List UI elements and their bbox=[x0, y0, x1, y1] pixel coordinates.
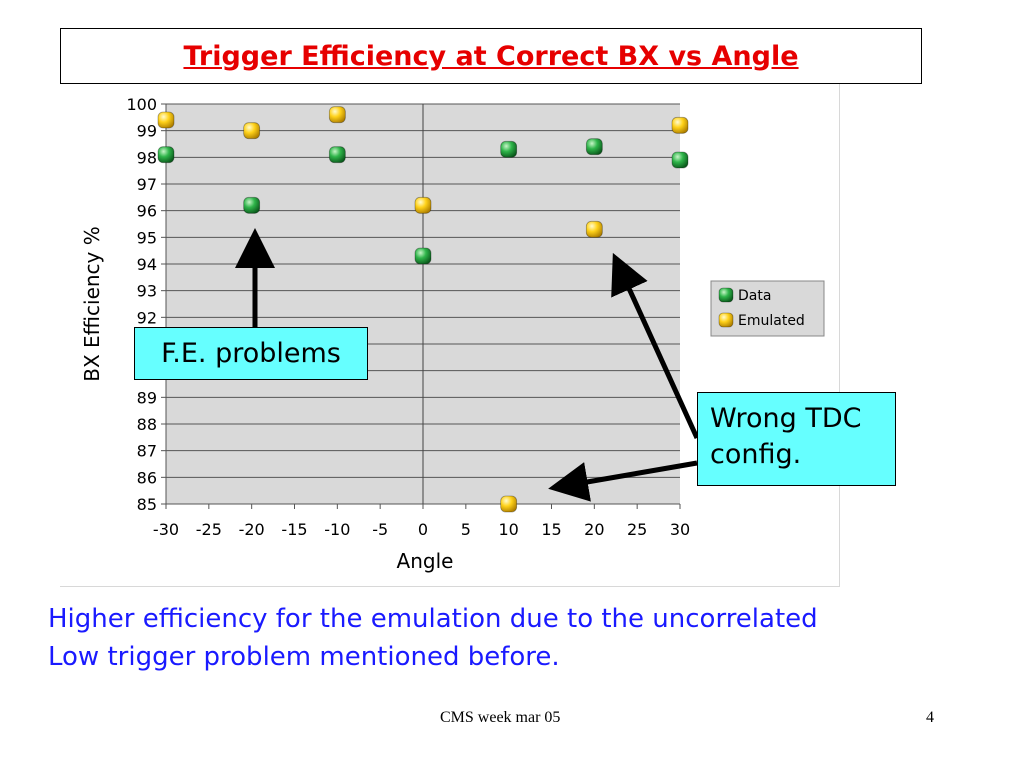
fe-problems-callout: F.E. problems bbox=[134, 327, 368, 380]
x-tick-label: 25 bbox=[627, 520, 647, 539]
x-tick-label: 20 bbox=[584, 520, 604, 539]
footer-label: CMS week mar 05 bbox=[440, 709, 561, 726]
conclusion-text: Higher efficiency for the emulation due … bbox=[48, 600, 1018, 676]
x-tick-label: 15 bbox=[541, 520, 561, 539]
x-tick-label: 5 bbox=[461, 520, 471, 539]
y-axis-label: BX Efficiency % bbox=[80, 226, 104, 381]
data-point bbox=[243, 196, 261, 214]
wrong-tdc-line-1: Wrong TDC bbox=[710, 403, 862, 434]
y-tick-label: 87 bbox=[137, 442, 157, 461]
x-tick-label: 0 bbox=[418, 520, 428, 539]
y-tick-label: 98 bbox=[137, 148, 157, 167]
y-tick-label: 86 bbox=[137, 468, 157, 487]
tdc-arrow-upper bbox=[611, 252, 700, 440]
wrong-tdc-line-2: config. bbox=[710, 439, 802, 470]
annotation-layer bbox=[235, 228, 700, 502]
emulated-point bbox=[243, 122, 261, 140]
emulated-point bbox=[500, 495, 518, 513]
conclusion-line-1: Higher efficiency for the emulation due … bbox=[48, 604, 818, 634]
x-tick-label: -10 bbox=[324, 520, 350, 539]
y-tick-label: 93 bbox=[137, 282, 157, 301]
x-tick-label: -5 bbox=[372, 520, 388, 539]
y-tick-label: 92 bbox=[137, 308, 157, 327]
y-tick-label: 89 bbox=[137, 388, 157, 407]
x-tick-label: -15 bbox=[281, 520, 307, 539]
legend-label-data: Data bbox=[738, 288, 771, 304]
emulated-point bbox=[414, 196, 432, 214]
emulated-point bbox=[328, 106, 346, 124]
wrong-tdc-callout: Wrong TDC config. bbox=[697, 392, 896, 486]
data-point bbox=[328, 146, 346, 164]
x-tick-label: -25 bbox=[196, 520, 222, 539]
emulated-point bbox=[157, 111, 175, 129]
data-point bbox=[157, 146, 175, 164]
x-tick-label: 30 bbox=[670, 520, 690, 539]
data-point bbox=[414, 247, 432, 265]
legend-swatch-data bbox=[718, 287, 734, 303]
plot-layer: 858687888990919293949596979899100-30-25-… bbox=[80, 95, 825, 573]
data-point bbox=[585, 138, 603, 156]
y-tick-label: 95 bbox=[137, 228, 157, 247]
page-number: 4 bbox=[926, 709, 934, 726]
tdc-arrow-lower bbox=[548, 460, 698, 502]
y-tick-label: 94 bbox=[137, 255, 157, 274]
conclusion-line-2: Low trigger problem mentioned before. bbox=[48, 642, 560, 672]
title-box: Trigger Efficiency at Correct BX vs Angl… bbox=[60, 28, 922, 84]
slide-title: Trigger Efficiency at Correct BX vs Angl… bbox=[183, 40, 799, 72]
legend-swatch-emulated bbox=[718, 312, 734, 328]
chart-frame bbox=[60, 84, 840, 587]
x-axis-label: Angle bbox=[397, 549, 454, 573]
emulated-point bbox=[585, 220, 603, 238]
y-tick-label: 88 bbox=[137, 415, 157, 434]
emulated-point bbox=[671, 116, 689, 134]
y-tick-label: 97 bbox=[137, 175, 157, 194]
y-tick-label: 100 bbox=[126, 95, 157, 114]
y-tick-label: 96 bbox=[137, 202, 157, 221]
data-point bbox=[500, 140, 518, 158]
x-tick-label: 10 bbox=[498, 520, 518, 539]
x-tick-label: -30 bbox=[153, 520, 179, 539]
x-tick-label: -20 bbox=[239, 520, 265, 539]
legend-label-emulated: Emulated bbox=[738, 313, 805, 329]
y-tick-label: 99 bbox=[137, 122, 157, 141]
y-tick-label: 85 bbox=[137, 495, 157, 514]
data-point bbox=[671, 151, 689, 169]
fe-problems-label: F.E. problems bbox=[161, 338, 341, 369]
